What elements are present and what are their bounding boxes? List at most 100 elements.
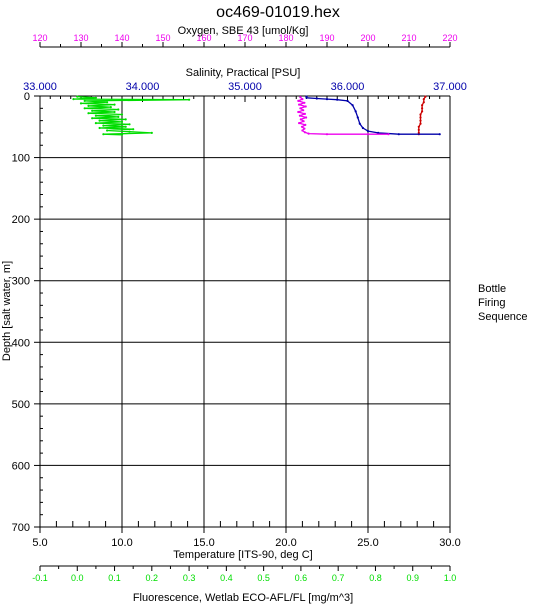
oxygen-tick-label: 120 (32, 33, 47, 43)
oxygen-data-point (303, 127, 306, 130)
fluorescence-tick-label: 0.7 (332, 573, 345, 583)
oxygen-data-point (299, 107, 302, 110)
grid-lines (39, 95, 451, 528)
oxygen-data-point (299, 118, 302, 121)
fluorescence-tick-label: 0.8 (369, 573, 382, 583)
temperature-data-point (417, 128, 420, 131)
oxygen-tick-label: 160 (196, 33, 211, 43)
fluorescence-tick-label: 0.4 (220, 573, 233, 583)
depth-tick-label: 700 (12, 522, 30, 534)
oxygen-tick-label: 140 (114, 33, 129, 43)
oxygen-data-point (387, 133, 390, 136)
fluorescence-data-point (94, 114, 97, 117)
salinity-data-point (346, 99, 349, 102)
oxygen-data-point (299, 96, 302, 99)
fluorescence-data-point (188, 98, 191, 101)
salinity-data-point (397, 133, 400, 136)
salinity-data-point (356, 116, 359, 119)
fluorescence-data-point (124, 125, 127, 128)
oxygen-data-point (307, 132, 310, 135)
oxygen-data-point (298, 122, 301, 125)
fluorescence-tick-label: 0.6 (295, 573, 308, 583)
oxygen-profile-line (297, 96, 389, 135)
oxygen-axis-title: Oxygen, SBE 43 [umol/Kg] (178, 25, 309, 37)
temperature-data-point (422, 98, 425, 101)
oxygen-data-point (303, 131, 306, 134)
salinity-tick-label: 33.000 (23, 81, 57, 93)
depth-tick-label: 300 (12, 276, 30, 288)
oxygen-tick-label: 180 (278, 33, 293, 43)
depth-tick-label: 600 (12, 460, 30, 472)
depth-tick-label: 100 (12, 153, 30, 165)
oxygen-data-point (305, 116, 308, 119)
side-label-line-3: Sequence (478, 311, 528, 323)
fluorescence-axis-title: Fluorescence, Wetlab ECO-AFL/FL [mg/m^3] (133, 592, 353, 604)
temperature-tick-label: 20.0 (275, 537, 296, 549)
oxygen-tick-label: 220 (442, 33, 457, 43)
oxygen-data-point (325, 133, 329, 136)
oxygen-tick-label: 200 (360, 33, 375, 43)
oxygen-data-point (303, 112, 306, 115)
fluorescence-tick-label: 0.3 (183, 573, 196, 583)
fluorescence-data-point (72, 98, 75, 101)
fluorescence-data-point (120, 113, 124, 116)
fluorescence-data-point (102, 133, 105, 136)
fluorescence-data-point (98, 126, 101, 130)
fluorescence-tick-label: 0.9 (406, 573, 419, 583)
side-label-line-2: Firing (478, 297, 506, 309)
depth-tick-label: 0 (24, 91, 30, 103)
fluorescence-tick-label: 0.2 (146, 573, 159, 583)
oxygen-data-point (298, 114, 301, 117)
temperature-tick-label: 25.0 (357, 537, 378, 549)
chart-title: oc469-01019.hex (216, 4, 340, 21)
oxygen-tick-label: 170 (237, 33, 252, 43)
oxygen-tick-label: 190 (319, 33, 334, 43)
salinity-tick-label: 36.000 (331, 81, 365, 93)
temperature-data-point (419, 119, 422, 122)
salinity-data-point (315, 97, 318, 100)
temperature-tick-label: 10.0 (111, 537, 132, 549)
oxygen-data-point (297, 110, 300, 114)
oxygen-tick-label: 210 (401, 33, 416, 43)
fluorescence-data-point (132, 128, 135, 131)
temperature-data-point (424, 95, 427, 98)
oxygen-data-point (366, 133, 370, 136)
fluorescence-data-point (91, 109, 94, 112)
temperature-data-point (421, 110, 424, 113)
temperature-axis-title: Temperature [ITS-90, deg C] (173, 549, 312, 561)
salinity-data-point (366, 130, 370, 133)
temperature-data-point (421, 107, 424, 110)
salinity-data-point (336, 98, 339, 101)
fluorescence-data-point (87, 104, 90, 107)
oxygen-data-point (301, 98, 304, 101)
salinity-data-point (305, 96, 308, 99)
oxygen-data-point (301, 129, 304, 132)
fluorescence-data-point (113, 110, 116, 114)
fluorescence-data-point (83, 107, 86, 110)
fluorescence-data-point (128, 123, 131, 126)
oxygen-data-point (302, 109, 305, 112)
salinity-data-point (325, 98, 329, 101)
fluorescence-tick-label: 0.0 (71, 573, 84, 583)
fluorescence-data-point (128, 130, 131, 133)
salinity-profile-line (305, 96, 440, 135)
depth-tick-label: 200 (12, 214, 30, 226)
fluorescence-data-point (113, 103, 116, 106)
fluorescence-data-point (83, 99, 86, 102)
salinity-data-point (377, 131, 380, 134)
salinity-data-point (361, 126, 364, 130)
oxygen-data-point (304, 123, 307, 126)
salinity-data-point (354, 110, 357, 113)
oxygen-data-point (298, 103, 301, 106)
salinity-data-point (438, 133, 441, 136)
fluorescence-tick-label: -0.1 (32, 573, 48, 583)
salinity-tick-label: 35.000 (228, 81, 262, 93)
fluorescence-data-point (102, 124, 105, 127)
depth-axis-title: Depth [salt water, m] (1, 261, 13, 361)
fluorescence-tick-label: 0.1 (108, 573, 121, 583)
fluorescence-data-point (117, 115, 120, 118)
fluorescence-data-point (120, 120, 124, 123)
temperature-tick-label: 5.0 (32, 537, 47, 549)
